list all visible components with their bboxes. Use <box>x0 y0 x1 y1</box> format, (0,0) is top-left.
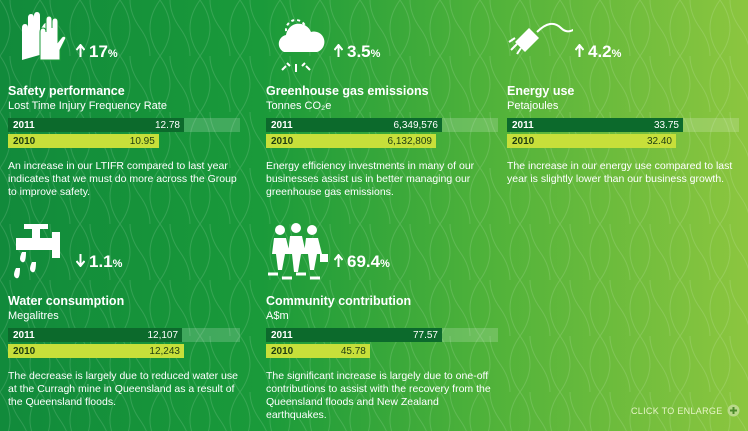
change-unit: % <box>112 258 123 270</box>
change-value: 17 <box>89 42 108 61</box>
change: 17% <box>76 42 118 62</box>
value-bar <box>266 118 442 132</box>
row-year: 2010 <box>512 136 535 147</box>
metric-title: Greenhouse gas emissions <box>266 84 429 98</box>
data-row: 2010 12,243 <box>8 344 240 358</box>
data-row: 2011 12,107 <box>8 328 240 342</box>
data-row: 2010 32.40 <box>507 134 739 148</box>
metric-description: The significant increase is largely due … <box>266 370 491 421</box>
change-unit: % <box>380 258 390 270</box>
change-value: 69.4 <box>347 252 381 271</box>
metric-subtitle: Petajoules <box>507 100 559 112</box>
data-row: 2011 33.75 <box>507 118 739 132</box>
change-arrow <box>76 44 85 57</box>
enlarge-label: CLICK TO ENLARGE <box>631 405 723 416</box>
change: 3.5% <box>334 42 380 62</box>
change-arrow <box>334 254 343 267</box>
metric-subtitle: Tonnes CO₂e <box>266 100 332 112</box>
data-row: 2010 45.78 <box>266 344 498 358</box>
metric-description: Energy efficiency investments in many of… <box>266 160 475 198</box>
row-value: 10.95 <box>129 136 155 147</box>
metric-icon <box>278 19 325 72</box>
row-year: 2010 <box>13 346 36 357</box>
plus-icon <box>727 404 739 417</box>
row-value: 45.78 <box>340 346 366 357</box>
row-year: 2011 <box>271 330 293 341</box>
change: 1.1% <box>76 252 122 272</box>
metric-icon <box>22 12 67 61</box>
change-value: 3.5 <box>347 42 371 61</box>
row-year: 2010 <box>271 346 294 357</box>
enlarge-button[interactable]: CLICK TO ENLARGE <box>631 404 740 417</box>
value-bar <box>8 134 159 148</box>
change-value: 4.2 <box>588 42 612 61</box>
metric-panel: 17% Safety performance Lost Time Injury Fr… <box>8 8 240 218</box>
metric-subtitle: A$m <box>266 310 289 322</box>
data-row: 2011 77.57 <box>266 328 498 342</box>
row-value: 77.57 <box>412 330 438 341</box>
row-year: 2011 <box>512 120 534 131</box>
change-unit: % <box>107 48 118 60</box>
metric-panel: 3.5% Greenhouse gas emissions Tonnes CO₂e 2… <box>266 8 498 218</box>
data-row: 2010 10.95 <box>8 134 240 148</box>
value-bar <box>8 328 183 342</box>
change: 4.2% <box>575 42 621 62</box>
value-bar <box>266 134 436 148</box>
change-arrow <box>575 44 584 57</box>
data-row: 2011 12.78 <box>8 118 240 132</box>
metric-icon <box>508 22 573 55</box>
change-unit: % <box>611 48 622 60</box>
value-bar <box>8 344 184 358</box>
metric-panel: 1.1% Water consumption Megalitres 2011 12,10… <box>8 218 240 428</box>
change-arrow <box>334 44 343 57</box>
metric-title: Community contribution <box>266 294 412 308</box>
metric-subtitle: Lost Time Injury Frequency Rate <box>8 100 167 112</box>
value-bar <box>266 344 370 358</box>
metric-icon <box>268 223 328 280</box>
change-value: 1.1 <box>89 252 113 271</box>
data-row: 2010 6,132,809 <box>266 134 498 148</box>
change-unit: % <box>370 48 381 60</box>
row-year: 2010 <box>271 136 294 147</box>
row-year: 2011 <box>13 120 35 131</box>
value-bar <box>266 328 442 342</box>
metric-description: An increase in our LTIFR compared to las… <box>8 160 237 198</box>
row-year: 2011 <box>13 330 35 341</box>
value-bar <box>507 134 676 148</box>
row-value: 6,349,576 <box>393 120 439 131</box>
change-arrow <box>76 254 85 267</box>
value-bar <box>507 118 683 132</box>
data-row: 2011 6,349,576 <box>266 118 498 132</box>
row-value: 12.78 <box>154 120 180 131</box>
row-year: 2010 <box>13 136 36 147</box>
row-value: 12,243 <box>149 346 180 357</box>
row-value: 6,132,809 <box>387 136 433 147</box>
row-year: 2011 <box>271 120 293 131</box>
metric-title: Water consumption <box>8 294 125 308</box>
metric-title: Energy use <box>507 84 575 98</box>
change: 69.4% <box>334 252 390 272</box>
metric-icon <box>14 224 60 279</box>
row-value: 12,107 <box>147 330 179 341</box>
metric-description: The increase in our energy use compared … <box>507 160 733 185</box>
value-bar <box>8 118 184 132</box>
metric-subtitle: Megalitres <box>8 310 59 322</box>
row-value: 32.40 <box>646 136 672 147</box>
metric-description: The decrease is largely due to reduced w… <box>8 370 238 408</box>
row-value: 33.75 <box>653 120 679 131</box>
metric-panel: 4.2% Energy use Petajoules 2011 33.75 2010 32.… <box>507 8 739 218</box>
metric-title: Safety performance <box>8 84 125 98</box>
metric-panel: 69.4% Community contribution A$m 2011 77.57 2… <box>266 218 498 428</box>
